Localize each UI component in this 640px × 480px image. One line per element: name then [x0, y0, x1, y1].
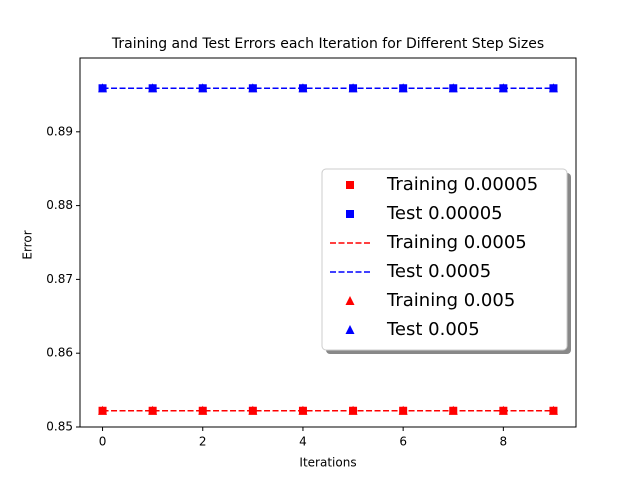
legend-label: Training 0.0005	[386, 232, 527, 253]
marker	[346, 210, 354, 218]
x-tick-label: 6	[399, 435, 407, 449]
legend-label: Test 0.0005	[386, 261, 491, 282]
x-tick-label: 8	[500, 435, 508, 449]
marker	[345, 325, 355, 334]
marker	[148, 84, 157, 93]
marker	[346, 181, 354, 189]
y-tick-label: 0.89	[46, 124, 73, 138]
marker	[198, 84, 207, 93]
marker	[148, 406, 157, 415]
legend-label: Training 0.00005	[386, 174, 538, 195]
marker	[198, 406, 207, 415]
x-tick-label: 2	[199, 435, 207, 449]
y-tick-label: 0.88	[46, 198, 73, 212]
x-tick-label: 4	[299, 435, 307, 449]
chart-title: Training and Test Errors each Iteration …	[111, 36, 544, 52]
y-tick-label: 0.87	[46, 272, 73, 286]
x-axis-label: Iterations	[299, 456, 356, 470]
legend-label: Test 0.005	[386, 319, 480, 340]
legend-label: Training 0.005	[386, 290, 515, 311]
y-tick-label: 0.86	[46, 346, 73, 360]
legend-box	[321, 168, 568, 351]
x-tick-label: 0	[99, 435, 107, 449]
y-axis-label: Error	[21, 230, 35, 259]
marker	[345, 296, 355, 305]
legend-label: Test 0.00005	[386, 203, 503, 224]
y-tick-label: 0.85	[46, 420, 73, 434]
plot-frame	[79, 57, 577, 428]
